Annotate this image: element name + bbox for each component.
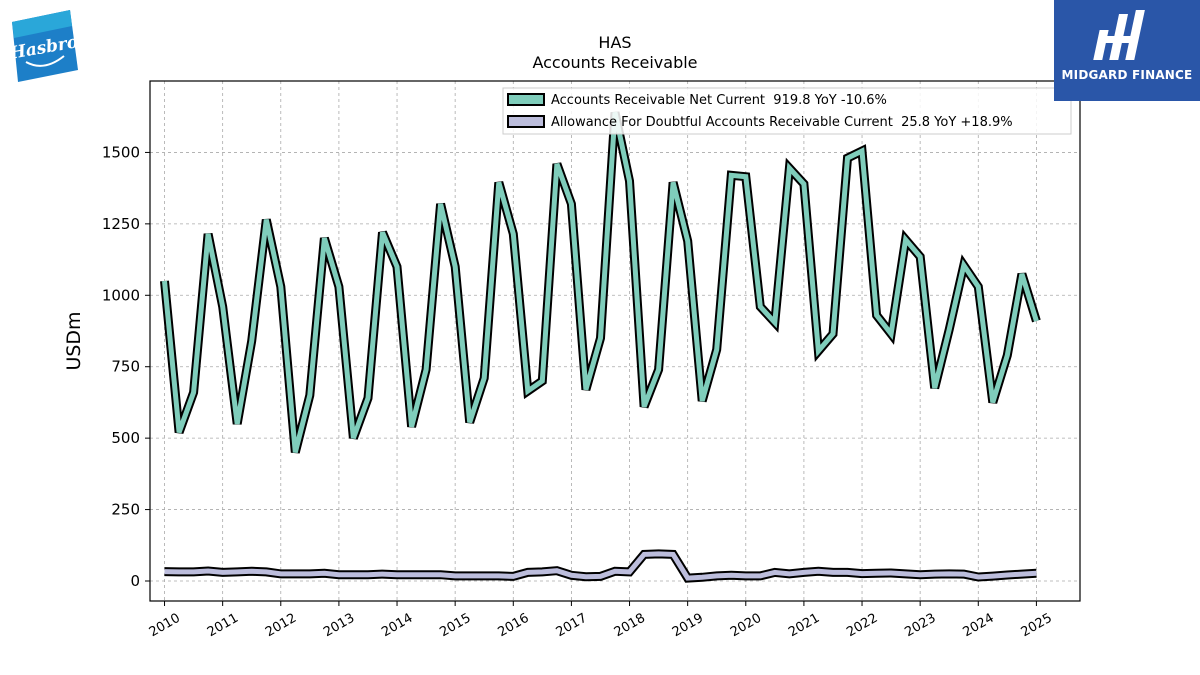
x-tick-label: 2019 [670, 611, 706, 641]
y-tick-label: 1500 [102, 143, 140, 161]
series-allowance-line [164, 551, 1037, 581]
plot-area [149, 80, 1081, 602]
grid-lines [150, 81, 1080, 601]
series-accounts-receivable-line [162, 111, 1039, 454]
legend: Accounts Receivable Net Current 919.8 Yo… [502, 87, 1072, 135]
x-tick-label: 2018 [612, 611, 648, 641]
y-tick-label: 1250 [102, 215, 140, 233]
legend-label-allowance: Allowance For Doubtful Accounts Receivab… [551, 115, 1013, 130]
legend-label-accounts-receivable: Accounts Receivable Net Current 919.8 Yo… [551, 93, 887, 108]
y-tick-label: 250 [111, 501, 140, 519]
legend-swatch-allowance [507, 115, 545, 128]
legend-box [502, 87, 1072, 135]
x-tick-label: 2023 [902, 611, 938, 641]
midgard-logo-text: MIDGARD FINANCE [1061, 68, 1193, 82]
x-tick-label: 2011 [205, 611, 241, 641]
x-tick-label: 2015 [437, 611, 473, 641]
hasbro-logo: Hasbro [7, 8, 80, 82]
x-tick-label: 2014 [379, 611, 415, 641]
x-tick-label: 2016 [495, 611, 531, 641]
x-tick-label: 2022 [844, 611, 880, 641]
x-tick-label: 2020 [728, 611, 764, 641]
hasbro-logo-graphic: Hasbro [7, 10, 80, 82]
y-axis-label: USDm [63, 311, 85, 370]
x-tick-label: 2013 [321, 611, 357, 641]
midgard-logo-mark [1093, 10, 1145, 60]
y-tick-label: 1000 [102, 286, 140, 304]
chart-title: HAS [598, 33, 631, 52]
midgard-finance-logo: MIDGARD FINANCE [1054, 0, 1200, 101]
x-tick-label: 2017 [554, 611, 590, 641]
x-tick-label: 2010 [147, 611, 183, 641]
legend-swatch-accounts-receivable [507, 93, 545, 106]
x-tick-label: 2012 [263, 611, 299, 641]
x-tick-label: 2025 [1019, 611, 1055, 641]
series-accounts-receivable-outline [160, 111, 1041, 454]
x-tick-label: 2024 [960, 611, 996, 641]
chart-subtitle: Accounts Receivable [532, 53, 697, 72]
y-tick-label: 500 [111, 429, 140, 447]
series-layer [160, 111, 1041, 583]
y-tick-label: 750 [111, 358, 140, 376]
y-tick-label: 0 [130, 572, 140, 590]
x-tick-label: 2021 [786, 611, 822, 641]
